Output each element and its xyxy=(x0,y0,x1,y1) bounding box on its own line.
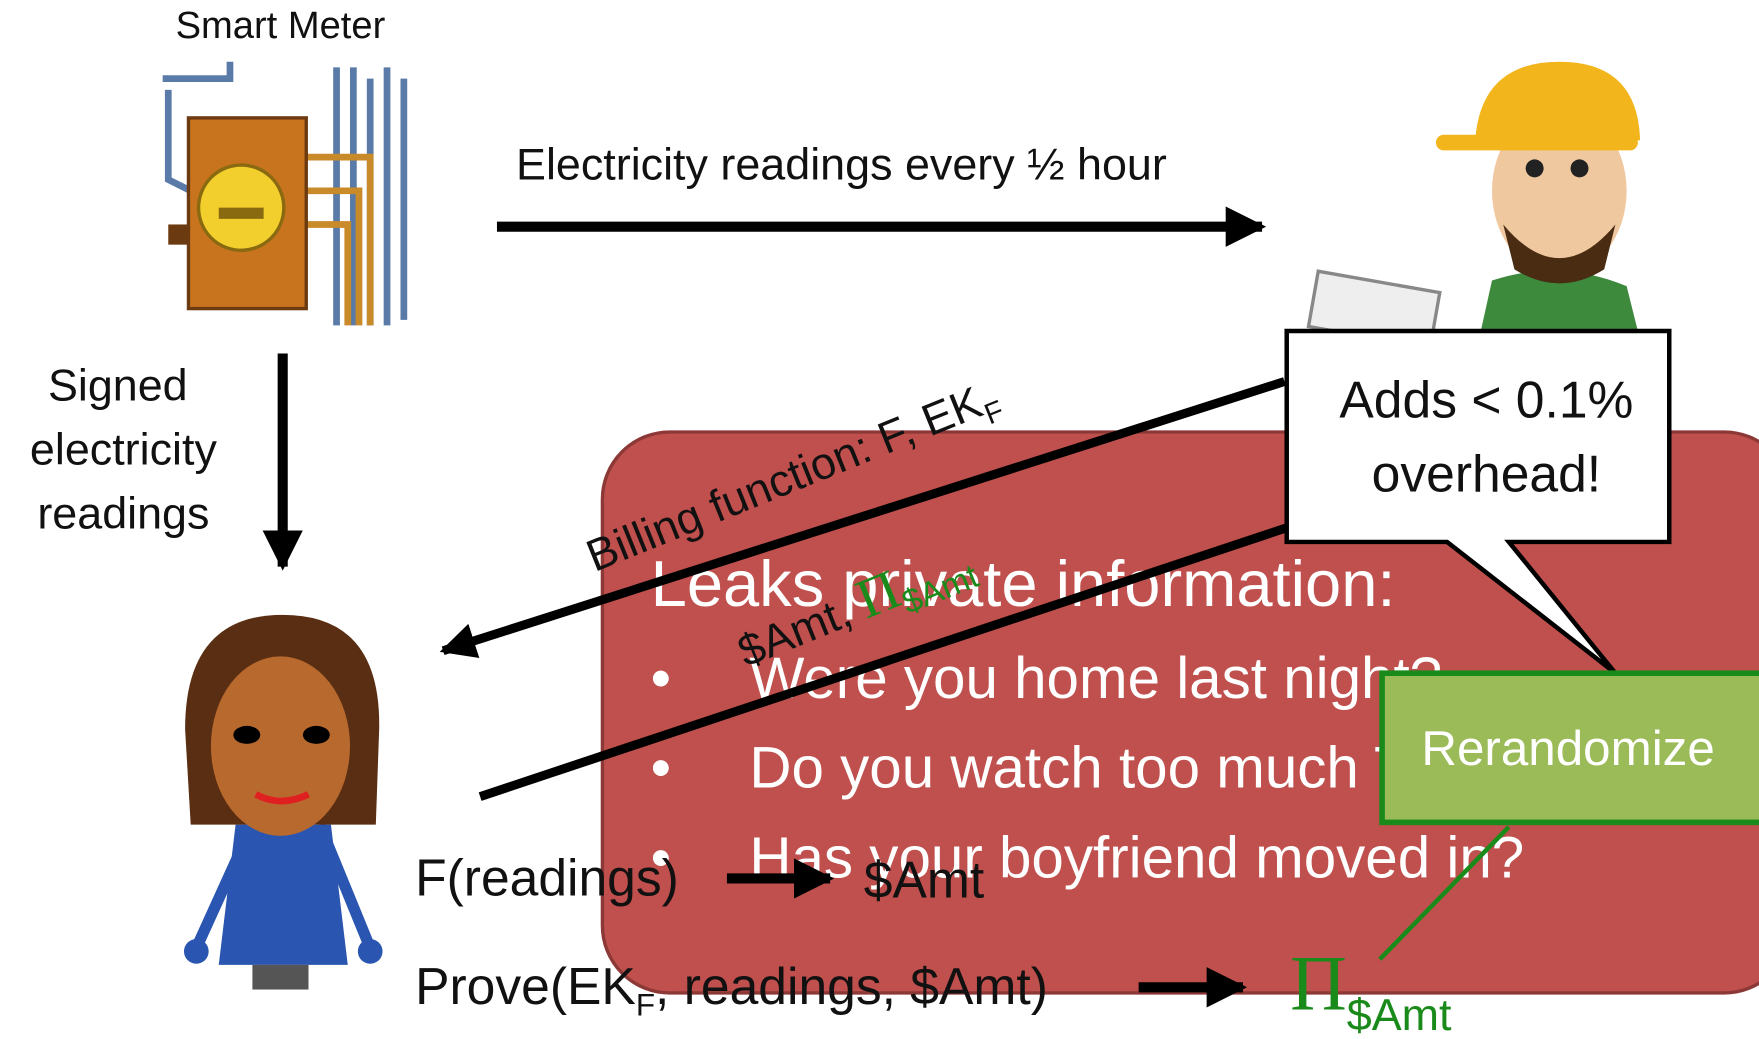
bullet: Has your boyfriend moved in? xyxy=(749,825,1524,890)
prove-label: Prove(EKF, readings, $Amt) xyxy=(415,957,1048,1022)
billing-sub: F xyxy=(980,395,1009,431)
signed-label: Signed xyxy=(48,360,188,411)
leak-bullets: • Were you home last night? • Do you wat… xyxy=(651,646,1525,890)
prove-sub: F xyxy=(636,987,655,1022)
compute-right: $Amt xyxy=(864,851,984,909)
line xyxy=(478,523,1290,801)
connector xyxy=(1378,825,1511,961)
meter-label: Smart Meter xyxy=(176,4,386,47)
rerandomize-box xyxy=(1379,670,1759,826)
prove-post: , readings, $Amt) xyxy=(655,957,1048,1015)
bullet: Do you watch too much TV? xyxy=(749,736,1481,801)
prove-pre: Prove(EK xyxy=(415,957,636,1015)
rerandomize-label: Rerandomize xyxy=(1421,721,1714,776)
worker-icon xyxy=(1306,61,1641,350)
bullet-dot: • xyxy=(651,646,671,711)
callout xyxy=(1284,328,1672,675)
callout-text: Adds < 0.1% xyxy=(1339,370,1633,428)
leak-title: Leaks private information: xyxy=(651,547,1396,620)
meter-icon xyxy=(162,61,408,326)
pi: Π$Amt xyxy=(1290,940,1452,1039)
bullet: Were you home last night? xyxy=(749,646,1442,711)
signed-label: electricity xyxy=(30,424,218,475)
pi-symbol: Π xyxy=(1290,940,1347,1027)
callout-text: overhead! xyxy=(1372,444,1601,502)
readings-label: Electricity readings every ½ hour xyxy=(516,139,1167,190)
signed-label: readings xyxy=(37,487,209,538)
arrow xyxy=(439,377,1286,659)
woman-icon xyxy=(183,614,383,990)
pi-sub: $Amt xyxy=(1347,989,1452,1039)
leak-box xyxy=(600,430,1759,995)
compute-left: F(readings) xyxy=(415,848,679,906)
bullet-dot: • xyxy=(651,736,671,801)
bullet-dot: • xyxy=(651,825,671,890)
